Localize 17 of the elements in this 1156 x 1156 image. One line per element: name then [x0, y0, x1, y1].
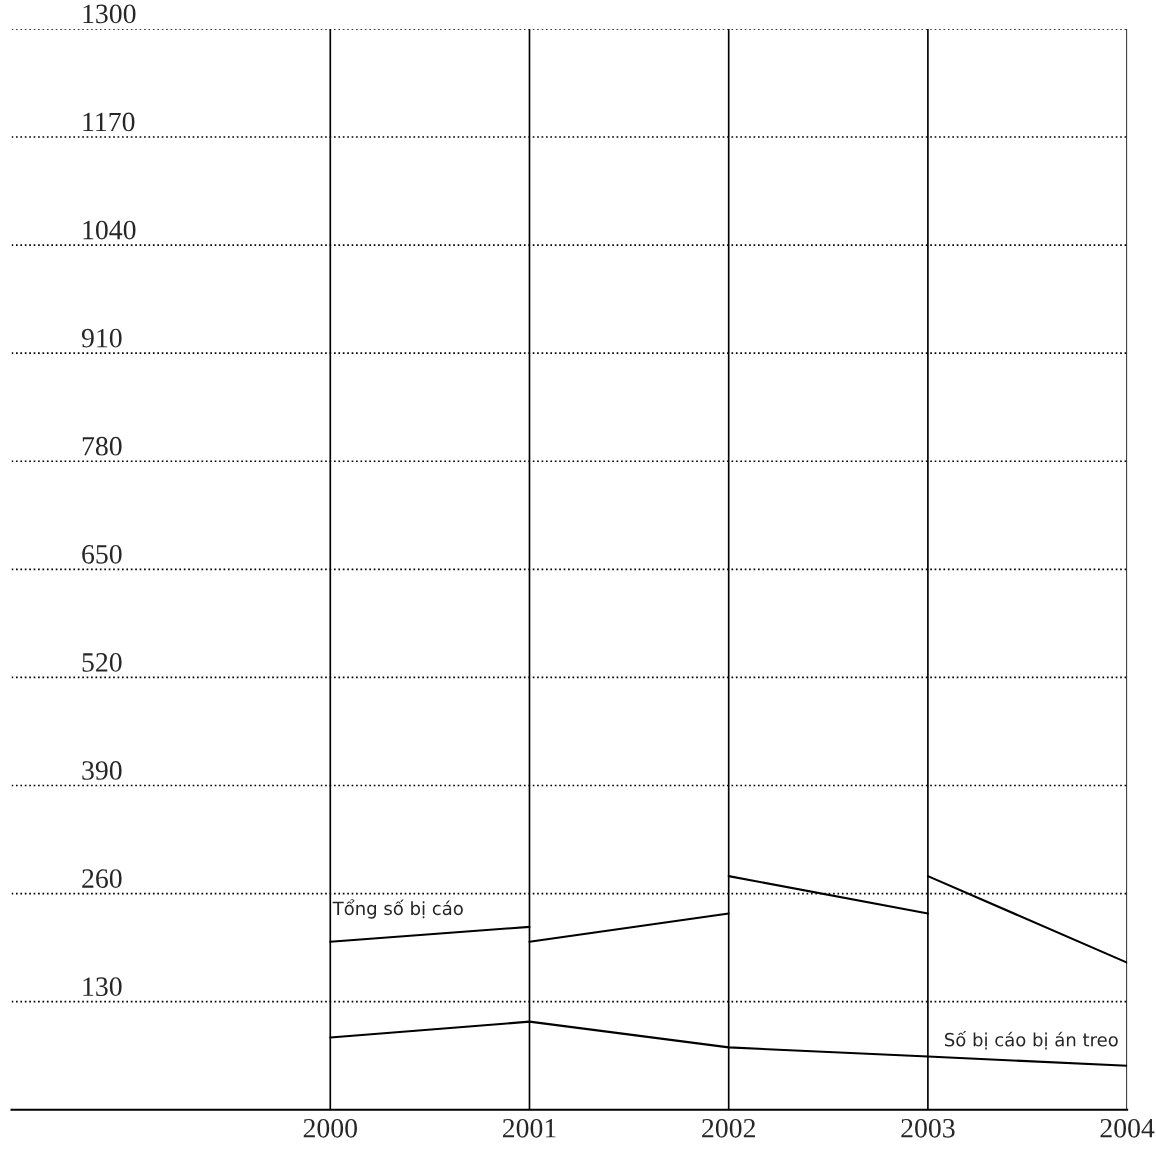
- y-tick-label: 260: [82, 869, 122, 888]
- y-tick-label: 910: [81, 328, 122, 348]
- x-tick-label: 2002: [702, 1118, 755, 1138]
- y-tick-label: 780: [82, 436, 122, 456]
- x-tick-label: 2000: [303, 1118, 357, 1138]
- y-tick-label: 1170: [83, 112, 135, 132]
- series-label: Tổng số bị cáo: [332, 899, 463, 919]
- y-tick-label: 650: [82, 544, 122, 564]
- x-tick-label: 2004: [1100, 1118, 1155, 1138]
- y-tick-label: 390: [82, 761, 122, 780]
- series-label: Số bị cáo bị án treo: [945, 1030, 1118, 1050]
- y-tick-label: 520: [82, 653, 122, 672]
- y-tick-label: 1040: [83, 220, 136, 240]
- x-tick-label: 2003: [901, 1118, 955, 1138]
- x-tick-label: 2001: [502, 1118, 556, 1138]
- y-tick-label: 130: [83, 977, 122, 997]
- y-tick-label: 1300: [83, 4, 136, 24]
